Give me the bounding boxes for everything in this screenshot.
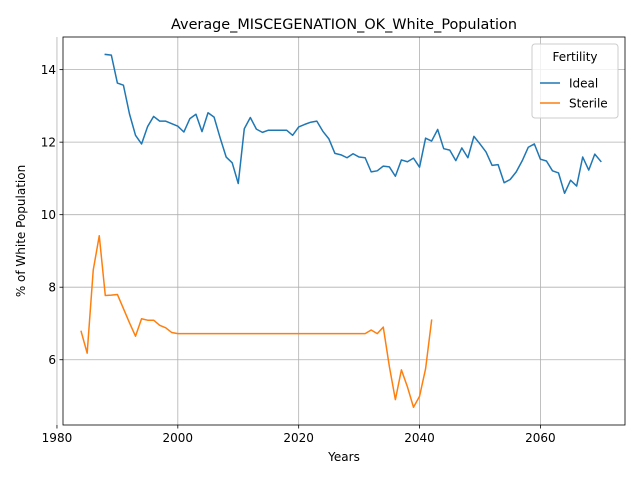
series-lines bbox=[80, 53, 602, 408]
legend-items: Ideal Sterile bbox=[540, 76, 608, 110]
legend-label-sterile: Sterile bbox=[569, 96, 608, 110]
x-axis-ticks: 1980 2000 2020 2040 2060 bbox=[42, 425, 556, 445]
plot-frame bbox=[62, 36, 626, 426]
y-axis-label: % of White Population bbox=[14, 165, 28, 297]
x-tick-label: 2000 bbox=[163, 431, 194, 445]
x-axis-label: Years bbox=[327, 450, 360, 464]
x-tick-label: 2060 bbox=[525, 431, 556, 445]
x-tick-label: 1980 bbox=[42, 431, 73, 445]
y-tick-label: 6 bbox=[48, 353, 56, 367]
grid bbox=[56, 37, 625, 425]
series-line-ideal bbox=[104, 53, 602, 195]
y-tick-label: 10 bbox=[41, 208, 56, 222]
y-tick-label: 12 bbox=[41, 135, 56, 149]
x-tick-label: 2040 bbox=[404, 431, 435, 445]
series-line-sterile bbox=[80, 234, 433, 408]
y-axis-ticks: 6 8 10 12 14 bbox=[41, 63, 63, 367]
legend-title: Fertility bbox=[552, 50, 597, 64]
legend-label-ideal: Ideal bbox=[569, 76, 598, 90]
legend: Fertility Ideal Sterile bbox=[531, 43, 619, 119]
chart-title: Average_MISCEGENATION_OK_White_Populatio… bbox=[171, 17, 517, 33]
y-tick-label: 8 bbox=[48, 281, 56, 295]
y-tick-label: 14 bbox=[41, 63, 56, 77]
legend-box bbox=[531, 43, 619, 119]
x-tick-label: 2020 bbox=[283, 431, 314, 445]
